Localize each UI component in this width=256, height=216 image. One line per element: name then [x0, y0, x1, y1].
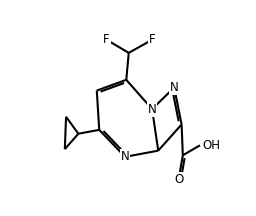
Text: F: F — [149, 33, 155, 46]
Text: O: O — [174, 173, 183, 186]
Text: N: N — [170, 81, 179, 94]
Text: N: N — [121, 150, 130, 163]
Text: F: F — [103, 33, 110, 46]
Text: OH: OH — [202, 139, 220, 152]
Text: N: N — [148, 103, 156, 116]
